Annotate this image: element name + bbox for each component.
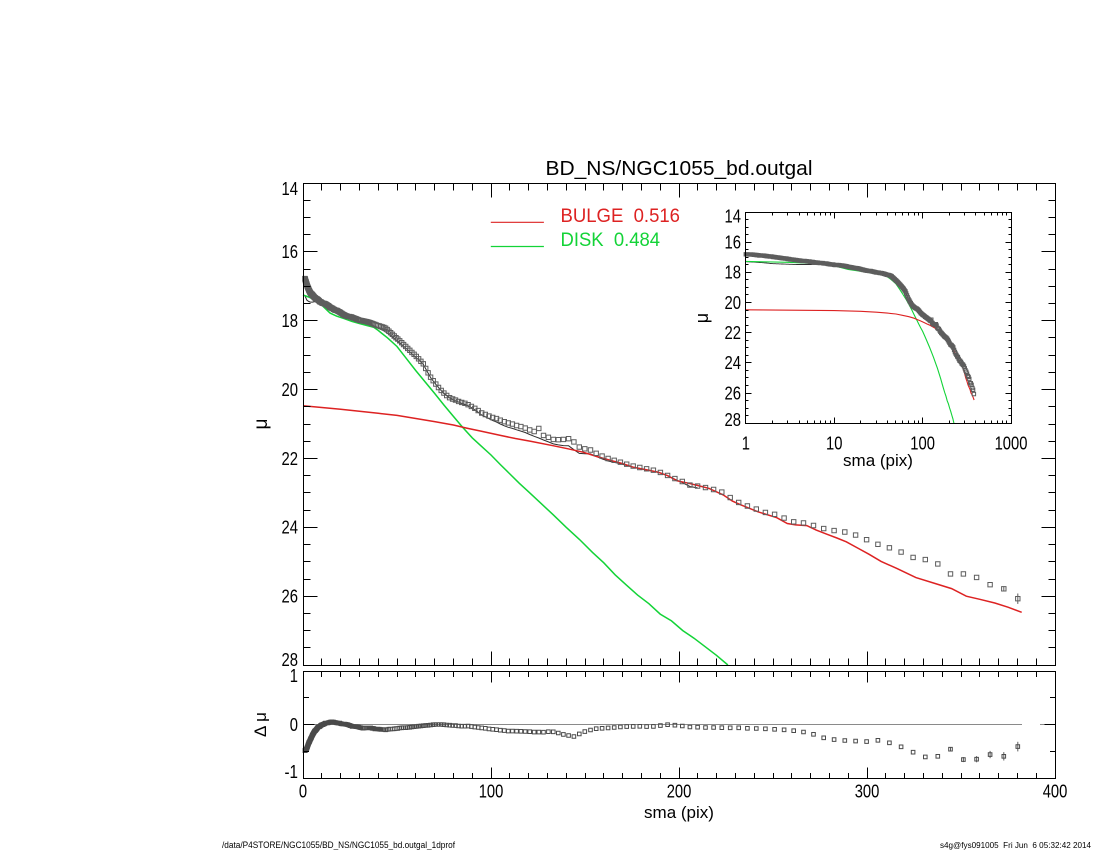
svg-text:16: 16 xyxy=(282,242,299,262)
svg-text:16: 16 xyxy=(725,232,742,252)
svg-text:14: 14 xyxy=(282,179,299,199)
svg-text:s4g@fys091005 Fri Jun 6 05:3: s4g@fys091005 Fri Jun 6 05:32:42 2014 xyxy=(940,840,1091,850)
svg-text:18: 18 xyxy=(725,263,742,283)
svg-text:18: 18 xyxy=(282,311,299,331)
svg-text:μ: μ xyxy=(251,419,272,430)
svg-text:26: 26 xyxy=(282,587,299,607)
svg-text:22: 22 xyxy=(725,323,742,343)
svg-text:100: 100 xyxy=(910,434,935,454)
svg-text:-1: -1 xyxy=(285,762,299,782)
svg-text:Δ μ: Δ μ xyxy=(251,712,270,737)
svg-text:20: 20 xyxy=(725,293,742,313)
svg-text:100: 100 xyxy=(479,782,504,802)
svg-text:BD_NS/NGC1055_bd.outgal: BD_NS/NGC1055_bd.outgal xyxy=(546,157,813,180)
svg-text:24: 24 xyxy=(282,518,299,538)
svg-text:400: 400 xyxy=(1043,782,1068,802)
svg-text:1: 1 xyxy=(290,666,298,686)
svg-text:300: 300 xyxy=(855,782,880,802)
svg-text:10: 10 xyxy=(826,434,842,454)
svg-text:0: 0 xyxy=(290,715,298,735)
svg-text:26: 26 xyxy=(725,383,742,403)
svg-text:DISK 0.484: DISK 0.484 xyxy=(561,230,661,251)
svg-text:200: 200 xyxy=(667,782,692,802)
svg-text:μ: μ xyxy=(692,313,712,323)
svg-text:sma (pix): sma (pix) xyxy=(644,803,714,822)
svg-text:28: 28 xyxy=(282,650,299,670)
svg-text:/data/P4STORE/NGC1055/BD_NS/NG: /data/P4STORE/NGC1055/BD_NS/NGC1055_bd.o… xyxy=(222,840,455,850)
svg-text:14: 14 xyxy=(725,206,742,226)
svg-text:1000: 1000 xyxy=(995,434,1028,454)
svg-text:0: 0 xyxy=(299,782,307,802)
svg-text:1: 1 xyxy=(742,434,750,454)
svg-text:20: 20 xyxy=(282,380,299,400)
svg-text:BULGE 0.516: BULGE 0.516 xyxy=(561,206,681,227)
svg-text:24: 24 xyxy=(725,353,742,373)
svg-text:28: 28 xyxy=(725,410,742,430)
svg-text:22: 22 xyxy=(282,449,299,469)
svg-text:sma (pix): sma (pix) xyxy=(843,451,913,470)
